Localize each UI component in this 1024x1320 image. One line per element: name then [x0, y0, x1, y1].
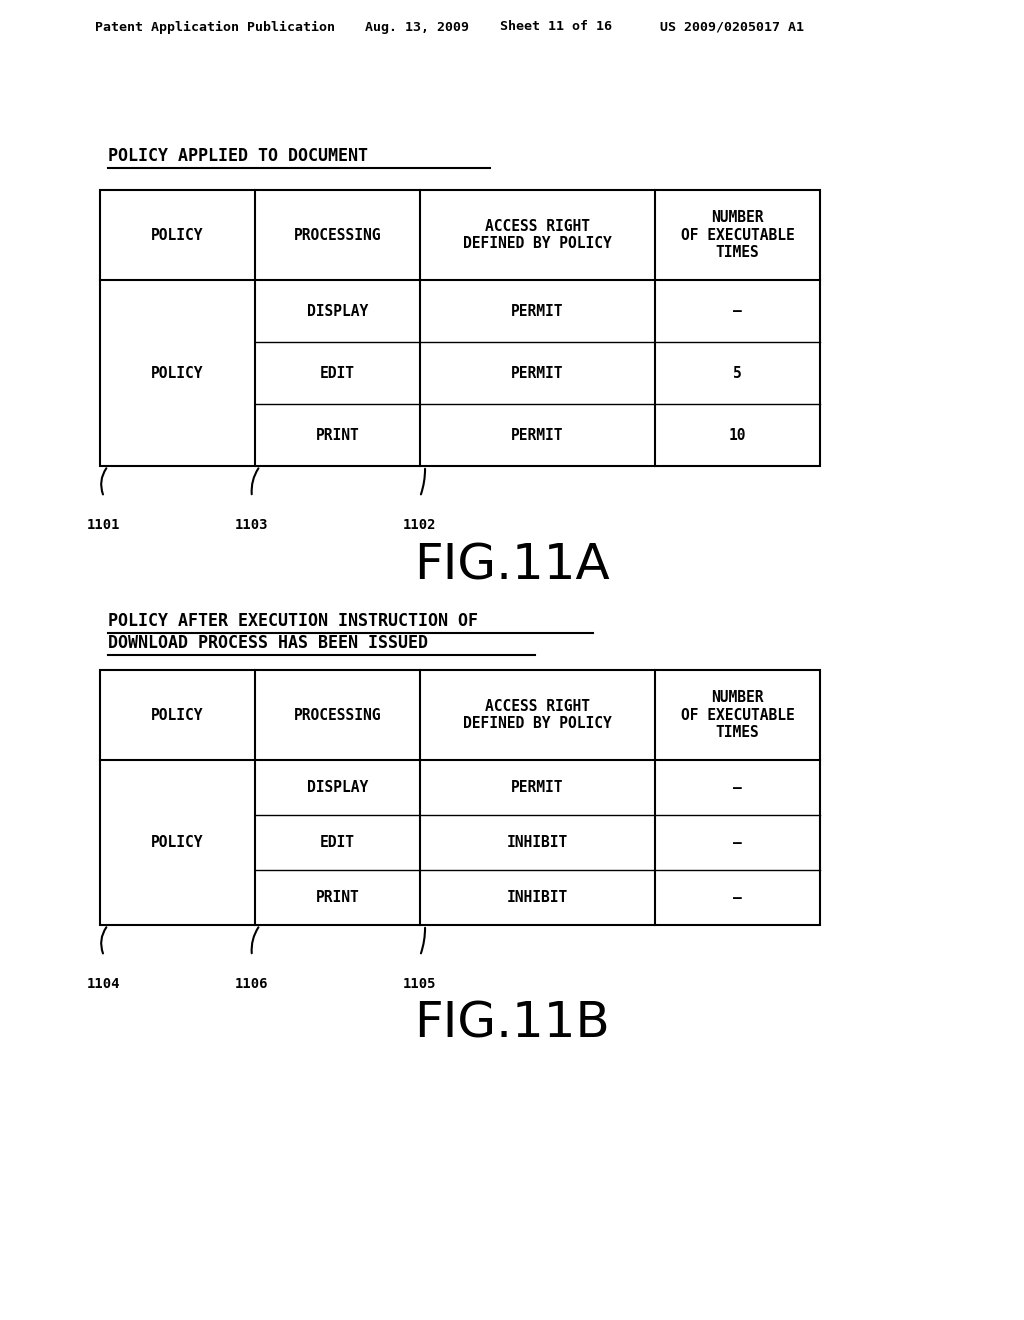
Text: —: —: [733, 836, 741, 850]
Text: PROCESSING: PROCESSING: [294, 708, 381, 722]
Text: PERMIT: PERMIT: [511, 780, 564, 795]
Text: POLICY APPLIED TO DOCUMENT: POLICY APPLIED TO DOCUMENT: [108, 147, 368, 165]
Text: DOWNLOAD PROCESS HAS BEEN ISSUED: DOWNLOAD PROCESS HAS BEEN ISSUED: [108, 634, 428, 652]
Text: FIG.11B: FIG.11B: [414, 1001, 610, 1048]
Text: —: —: [733, 890, 741, 906]
Text: POLICY AFTER EXECUTION INSTRUCTION OF: POLICY AFTER EXECUTION INSTRUCTION OF: [108, 612, 478, 630]
Text: 1102: 1102: [403, 517, 437, 532]
Text: 5: 5: [733, 366, 741, 380]
Text: 1103: 1103: [236, 517, 268, 532]
Text: 1105: 1105: [403, 977, 437, 991]
Text: EDIT: EDIT: [319, 836, 355, 850]
Text: Sheet 11 of 16: Sheet 11 of 16: [500, 21, 612, 33]
Text: 10: 10: [729, 428, 746, 442]
Text: 1106: 1106: [236, 977, 268, 991]
Text: —: —: [733, 304, 741, 318]
Text: DISPLAY: DISPLAY: [307, 304, 368, 318]
Text: Patent Application Publication: Patent Application Publication: [95, 21, 335, 33]
Text: 1101: 1101: [87, 517, 121, 532]
Text: —: —: [733, 780, 741, 795]
Text: US 2009/0205017 A1: US 2009/0205017 A1: [660, 21, 804, 33]
Text: PERMIT: PERMIT: [511, 366, 564, 380]
Text: PRINT: PRINT: [315, 428, 359, 442]
Text: NUMBER
OF EXECUTABLE
TIMES: NUMBER OF EXECUTABLE TIMES: [681, 210, 795, 260]
Text: POLICY: POLICY: [152, 227, 204, 243]
Text: NUMBER
OF EXECUTABLE
TIMES: NUMBER OF EXECUTABLE TIMES: [681, 690, 795, 741]
Text: PROCESSING: PROCESSING: [294, 227, 381, 243]
Text: PRINT: PRINT: [315, 890, 359, 906]
Text: POLICY: POLICY: [152, 708, 204, 722]
Bar: [100, 671, 820, 925]
Text: INHIBIT: INHIBIT: [507, 836, 568, 850]
Bar: [100, 190, 820, 466]
Text: 1104: 1104: [87, 977, 121, 991]
Text: PERMIT: PERMIT: [511, 304, 564, 318]
Text: ACCESS RIGHT
DEFINED BY POLICY: ACCESS RIGHT DEFINED BY POLICY: [463, 698, 612, 731]
Text: ACCESS RIGHT
DEFINED BY POLICY: ACCESS RIGHT DEFINED BY POLICY: [463, 219, 612, 251]
Text: INHIBIT: INHIBIT: [507, 890, 568, 906]
Text: EDIT: EDIT: [319, 366, 355, 380]
Text: POLICY: POLICY: [152, 836, 204, 850]
Text: FIG.11A: FIG.11A: [414, 541, 610, 589]
Text: DISPLAY: DISPLAY: [307, 780, 368, 795]
Text: Aug. 13, 2009: Aug. 13, 2009: [365, 21, 469, 33]
Text: POLICY: POLICY: [152, 366, 204, 380]
Text: PERMIT: PERMIT: [511, 428, 564, 442]
